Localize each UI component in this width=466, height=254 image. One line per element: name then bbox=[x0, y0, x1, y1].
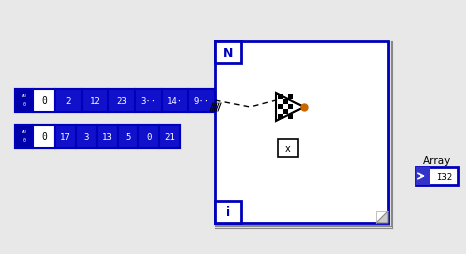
FancyBboxPatch shape bbox=[288, 115, 293, 120]
FancyBboxPatch shape bbox=[15, 90, 33, 113]
FancyBboxPatch shape bbox=[283, 115, 288, 120]
FancyBboxPatch shape bbox=[117, 125, 138, 148]
Text: 12: 12 bbox=[89, 97, 100, 106]
FancyBboxPatch shape bbox=[278, 105, 283, 109]
FancyBboxPatch shape bbox=[15, 125, 180, 148]
FancyBboxPatch shape bbox=[76, 125, 96, 148]
Text: Array: Array bbox=[423, 155, 451, 165]
Text: 0: 0 bbox=[41, 132, 47, 142]
FancyBboxPatch shape bbox=[416, 167, 458, 185]
FancyBboxPatch shape bbox=[288, 100, 293, 105]
Text: 9··: 9·· bbox=[193, 97, 210, 106]
FancyBboxPatch shape bbox=[15, 90, 215, 113]
FancyBboxPatch shape bbox=[215, 42, 241, 64]
Text: 0: 0 bbox=[22, 138, 26, 143]
FancyBboxPatch shape bbox=[215, 42, 388, 223]
FancyBboxPatch shape bbox=[138, 125, 159, 148]
FancyBboxPatch shape bbox=[283, 95, 288, 100]
Text: 0: 0 bbox=[41, 96, 47, 106]
Text: 5: 5 bbox=[125, 133, 130, 141]
FancyBboxPatch shape bbox=[278, 109, 283, 115]
FancyBboxPatch shape bbox=[278, 139, 298, 157]
FancyBboxPatch shape bbox=[215, 201, 241, 223]
FancyBboxPatch shape bbox=[55, 90, 82, 113]
FancyBboxPatch shape bbox=[283, 105, 288, 109]
Text: 3··: 3·· bbox=[140, 97, 157, 106]
Text: 23: 23 bbox=[116, 97, 127, 106]
FancyBboxPatch shape bbox=[82, 90, 108, 113]
FancyBboxPatch shape bbox=[33, 125, 55, 148]
FancyBboxPatch shape bbox=[283, 109, 288, 115]
FancyBboxPatch shape bbox=[108, 90, 135, 113]
FancyBboxPatch shape bbox=[33, 90, 55, 113]
Polygon shape bbox=[276, 94, 304, 121]
FancyBboxPatch shape bbox=[283, 100, 288, 105]
Text: AU: AU bbox=[21, 130, 27, 134]
Polygon shape bbox=[376, 211, 388, 223]
FancyBboxPatch shape bbox=[288, 109, 293, 115]
Text: I32: I32 bbox=[436, 172, 452, 181]
FancyBboxPatch shape bbox=[278, 100, 283, 105]
Text: 13: 13 bbox=[102, 133, 112, 141]
FancyBboxPatch shape bbox=[288, 95, 293, 100]
Text: 17: 17 bbox=[60, 133, 71, 141]
Text: 14·: 14· bbox=[167, 97, 183, 106]
Text: x: x bbox=[285, 144, 291, 153]
FancyBboxPatch shape bbox=[288, 105, 293, 109]
FancyBboxPatch shape bbox=[278, 95, 283, 100]
FancyBboxPatch shape bbox=[188, 90, 215, 113]
FancyBboxPatch shape bbox=[96, 125, 117, 148]
Text: i: i bbox=[226, 206, 230, 219]
Text: 2: 2 bbox=[66, 97, 71, 106]
FancyBboxPatch shape bbox=[55, 125, 76, 148]
FancyBboxPatch shape bbox=[416, 167, 430, 185]
FancyBboxPatch shape bbox=[278, 115, 283, 120]
FancyBboxPatch shape bbox=[159, 125, 180, 148]
Text: 0: 0 bbox=[146, 133, 151, 141]
Text: 0: 0 bbox=[22, 102, 26, 107]
FancyBboxPatch shape bbox=[162, 90, 188, 113]
FancyBboxPatch shape bbox=[135, 90, 162, 113]
Text: AU: AU bbox=[21, 94, 27, 98]
FancyBboxPatch shape bbox=[15, 125, 33, 148]
Text: 3: 3 bbox=[83, 133, 89, 141]
Text: 21: 21 bbox=[164, 133, 175, 141]
Text: N: N bbox=[223, 46, 233, 59]
